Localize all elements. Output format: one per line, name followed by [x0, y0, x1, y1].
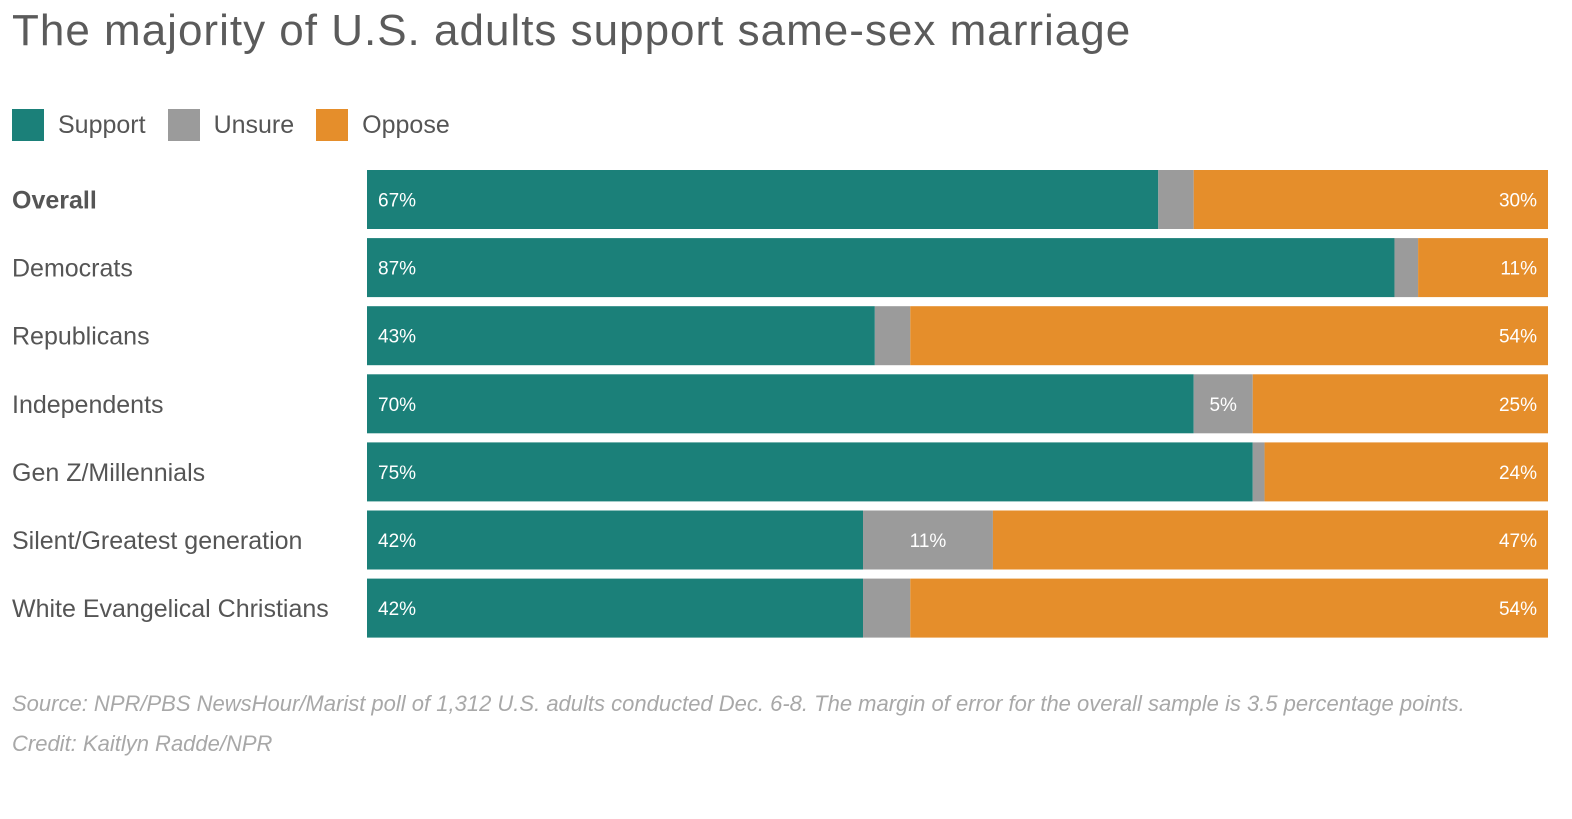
bar-unsure-independents	[1193, 374, 1253, 434]
chart-footer: Source: NPR/PBS NewsHour/Marist poll of …	[12, 684, 1557, 764]
legend-label-oppose: Oppose	[362, 110, 450, 139]
bar-support-gen-z-millennials	[367, 442, 1253, 502]
category-label-republicans: Republicans	[12, 323, 150, 351]
category-label-democrats: Democrats	[12, 255, 133, 283]
legend-label-unsure: Unsure	[213, 110, 295, 139]
data-label-oppose-overall: 30%	[1499, 191, 1537, 212]
bar-support-silent-greatest-generation	[367, 510, 864, 570]
category-label-silent-greatest-generation: Silent/Greatest generation	[12, 527, 302, 555]
stacked-bar-chart: Overall 67% 30% Democrats 87% 11% Republicans 4…	[12, 170, 1548, 638]
legend-label-support: Support	[58, 110, 146, 139]
source-note: Source: NPR/PBS NewsHour/Marist poll of …	[12, 691, 1465, 716]
bar-oppose-white-evangelical-christians	[910, 578, 1548, 638]
bar-oppose-silent-greatest-generation	[992, 510, 1548, 570]
legend-item-oppose: Oppose	[316, 109, 450, 141]
bar-support-republicans	[367, 306, 875, 366]
data-label-oppose-gen-z-millennials: 24%	[1499, 463, 1537, 484]
legend-item-unsure: Unsure	[167, 109, 295, 141]
bar-support-white-evangelical-christians	[367, 578, 864, 638]
data-label-oppose-republicans: 54%	[1499, 327, 1537, 348]
legend-swatch-oppose	[316, 109, 349, 141]
data-label-support-republicans: 43%	[378, 327, 416, 348]
bar-oppose-republicans	[910, 306, 1548, 366]
bar-unsure-republicans	[874, 306, 911, 366]
bar-unsure-democrats	[1394, 238, 1419, 298]
bar-support-democrats	[367, 238, 1395, 298]
bar-support-overall	[367, 170, 1159, 229]
bar-unsure-white-evangelical-christians	[863, 578, 911, 638]
data-label-oppose-white-evangelical-christians: 54%	[1499, 599, 1537, 620]
data-label-support-silent-greatest-generation: 42%	[378, 531, 416, 552]
bar-oppose-democrats	[1418, 238, 1548, 298]
data-label-oppose-democrats: 11%	[1500, 259, 1537, 280]
legend-swatch-unsure	[167, 109, 200, 141]
category-label-independents: Independents	[12, 391, 164, 419]
bar-unsure-gen-z-millennials	[1252, 442, 1265, 502]
data-label-unsure-silent-greatest-generation: 11%	[910, 531, 947, 552]
data-label-oppose-silent-greatest-generation: 47%	[1499, 531, 1537, 552]
category-label-gen-z-millennials: Gen Z/Millennials	[12, 459, 205, 487]
chart-title: The majority of U.S. adults support same…	[12, 6, 1132, 55]
legend-item-support: Support	[12, 109, 146, 141]
legend: Support Unsure Oppose	[12, 108, 472, 142]
credit-note: Credit: Kaitlyn Radde/NPR	[12, 731, 273, 756]
bar-oppose-independents	[1252, 374, 1548, 434]
data-label-support-independents: 70%	[378, 395, 416, 416]
bar-unsure-overall	[1158, 170, 1194, 229]
bar-unsure-silent-greatest-generation	[863, 510, 993, 570]
bar-oppose-gen-z-millennials	[1264, 442, 1548, 502]
data-label-unsure-independents: 5%	[1209, 395, 1237, 416]
data-label-support-overall: 67%	[378, 191, 416, 212]
data-label-support-democrats: 87%	[378, 259, 416, 280]
data-label-support-gen-z-millennials: 75%	[378, 463, 416, 484]
data-label-oppose-independents: 25%	[1499, 395, 1537, 416]
category-label-overall: Overall	[12, 187, 97, 215]
data-label-support-white-evangelical-christians: 42%	[378, 599, 416, 620]
legend-swatch-support	[12, 109, 44, 141]
bar-oppose-overall	[1193, 170, 1548, 229]
category-label-white-evangelical-christians: White Evangelical Christians	[12, 595, 329, 623]
bar-support-independents	[367, 374, 1194, 434]
